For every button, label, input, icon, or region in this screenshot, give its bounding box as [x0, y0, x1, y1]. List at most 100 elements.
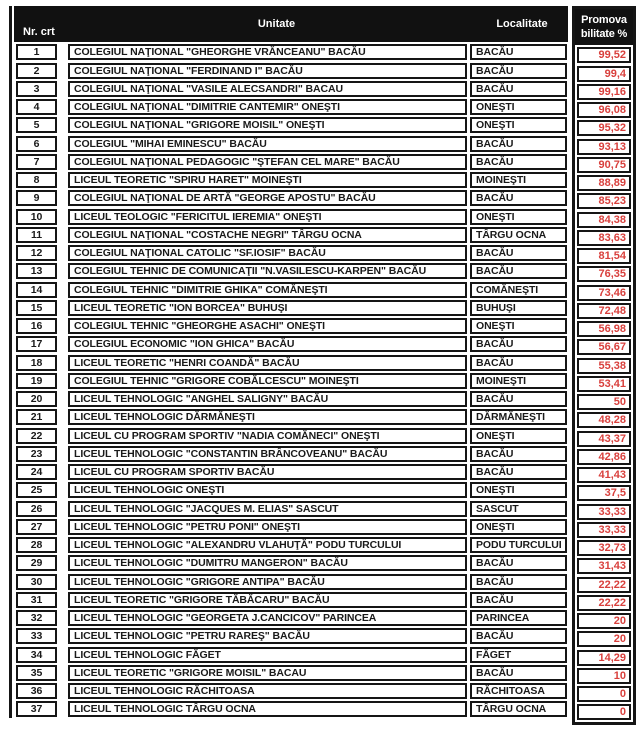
promovabilitate-cell: 0 [577, 704, 631, 721]
unitate-cell: LICEUL TEORETIC "GRIGORE TĂBĂCARU" BACĂU [68, 591, 467, 608]
row-number-cell: 26 [16, 500, 57, 517]
table-row: 10 LICEUL TEOLOGIC "FERICITUL IEREMIA" ON… [16, 208, 568, 225]
row-number-cell: 3 [16, 80, 57, 97]
table-outer-left-border [9, 6, 12, 718]
promovabilitate-cell: 20 [577, 613, 631, 629]
unitate-cell: COLEGIUL NAŢIONAL "DIMITRIE CANTEMIR" ON… [68, 99, 467, 115]
localitate-cell: MOINEŞTI [470, 372, 567, 389]
header-promovabilitate-line1: Promova [581, 13, 627, 26]
table-row: 5 COLEGIUL NAŢIONAL "GRIGORE MOISIL" ONEŞ… [16, 117, 568, 134]
promovabilitate-cell: 22,22 [577, 576, 631, 593]
unitate-cell: LICEUL TEHNOLOGIC "JACQUES M. ELIAS" SAS… [68, 500, 467, 517]
row-number-cell: 24 [16, 464, 57, 480]
unitate-cell: LICEUL CU PROGRAM SPORTIV "NADIA COMĂNEC… [68, 427, 467, 444]
table-row: 29 LICEUL TEHNOLOGIC "DUMITRU MANGERON" B… [16, 555, 568, 572]
row-number-cell: 29 [16, 555, 57, 572]
promovabilitate-cell: 81,54 [577, 248, 631, 264]
localitate-cell: PARINCEA [470, 610, 567, 626]
unitate-cell: LICEUL TEHNOLOGIC "PETRU PONI" ONEŞTI [68, 518, 467, 535]
localitate-cell: BACĂU [470, 336, 567, 353]
row-number-cell: 30 [16, 573, 57, 590]
table-row: 12 COLEGIUL NAŢIONAL CATOLIC "SF.IOSIF" B… [16, 245, 568, 261]
promovabilitate-cell: 32,73 [577, 540, 631, 556]
promovabilitate-cell: 90,75 [577, 156, 631, 173]
unitate-cell: COLEGIUL TEHNIC "GHEORGHE ASACHI" ONEŞTI [68, 318, 467, 334]
unitate-cell: LICEUL TEHNOLOGIC "GEORGETA J.CANCICOV" … [68, 610, 467, 626]
row-number-cell: 5 [16, 117, 57, 134]
unitate-cell: COLEGIUL NAŢIONAL "FERDINAND I" BACĂU [68, 62, 467, 79]
table-row: 22 LICEUL CU PROGRAM SPORTIV "NADIA COMĂN… [16, 427, 568, 444]
row-number-cell: 25 [16, 482, 57, 499]
promovabilitate-cell: 55,38 [577, 357, 631, 374]
unitate-cell: LICEUL TEOLOGIC "FERICITUL IEREMIA" ONEŞ… [68, 208, 467, 225]
header-unitate: Unitate [257, 18, 296, 30]
unitate-cell: LICEUL TEHNOLOGIC RĂCHITOASA [68, 683, 467, 699]
promovabilitate-cell: 84,38 [577, 211, 631, 228]
unitate-cell: COLEGIUL TEHNIC "DIMITRIE GHIKA" COMĂNEŞ… [68, 281, 467, 298]
promovabilitate-cell: 41,43 [577, 467, 631, 483]
table-row: 32 LICEUL TEHNOLOGIC "GEORGETA J.CANCICOV… [16, 610, 568, 626]
localitate-cell: ONEŞTI [470, 318, 567, 334]
promovabilitate-cell: 0 [577, 686, 631, 702]
promovabilitate-cell: 96,08 [577, 102, 631, 118]
row-number-cell: 28 [16, 537, 57, 553]
localitate-cell: BACĂU [470, 44, 567, 61]
row-number-cell: 13 [16, 263, 57, 280]
table-row: 6 COLEGIUL "MIHAI EMINESCU" BACĂU BACĂU [16, 135, 568, 152]
localitate-cell: BACĂU [470, 391, 567, 407]
table-row: 16 COLEGIUL TEHNIC "GHEORGHE ASACHI" ONEŞ… [16, 318, 568, 334]
unitate-cell: COLEGIUL NAŢIONAL PEDAGOGIC "ŞTEFAN CEL … [68, 153, 467, 170]
promovabilitate-cell: 99,4 [577, 65, 631, 82]
localitate-cell: BACĂU [470, 245, 567, 261]
localitate-cell: TÂRGU OCNA [470, 226, 567, 243]
table-row: 35 LICEUL TEORETIC "GRIGORE MOISIL" BACAU… [16, 664, 568, 681]
table-row: 30 LICEUL TEHNOLOGIC "GRIGORE ANTIPA" BAC… [16, 573, 568, 590]
row-number-cell: 33 [16, 628, 57, 645]
table-row: 8 LICEUL TEORETIC "SPIRU HARET" MOINEŞTI M… [16, 172, 568, 188]
row-number-cell: 37 [16, 701, 57, 718]
promovabilitate-cell: 42,86 [577, 448, 631, 465]
unitate-cell: COLEGIUL "MIHAI EMINESCU" BACĂU [68, 135, 467, 152]
row-number-cell: 4 [16, 99, 57, 115]
promovabilitate-cell: 95,32 [577, 120, 631, 137]
row-number-cell: 32 [16, 610, 57, 626]
unitate-cell: COLEGIUL NAŢIONAL "VASILE ALECSANDRI" BA… [68, 80, 467, 97]
unitate-cell: LICEUL CU PROGRAM SPORTIV BACĂU [68, 464, 467, 480]
localitate-cell: ONEŞTI [470, 482, 567, 499]
promovabilitate-cell: 53,41 [577, 375, 631, 392]
row-number-cell: 15 [16, 299, 57, 316]
unitate-cell: LICEUL TEHNOLOGIC "CONSTANTIN BRÂNCOVEAN… [68, 445, 467, 462]
table-row: 26 LICEUL TEHNOLOGIC "JACQUES M. ELIAS" S… [16, 500, 568, 517]
localitate-cell: BACĂU [470, 62, 567, 79]
unitate-cell: LICEUL TEORETIC "HENRI COANDĂ" BACĂU [68, 354, 467, 371]
table-row: 13 COLEGIUL TEHNIC DE COMUNICAŢII "N.VASI… [16, 263, 568, 280]
localitate-cell: BACĂU [470, 591, 567, 608]
table-row: 3 COLEGIUL NAŢIONAL "VASILE ALECSANDRI" B… [16, 80, 568, 97]
promovabilitate-cell: 56,67 [577, 339, 631, 356]
row-number-cell: 6 [16, 135, 57, 152]
row-number-cell: 23 [16, 445, 57, 462]
unitate-cell: LICEUL TEORETIC "SPIRU HARET" MOINEŞTI [68, 172, 467, 188]
promovabilitate-cell: 73,46 [577, 284, 631, 301]
unitate-cell: LICEUL TEHNOLOGIC "ALEXANDRU VLAHUŢĂ" PO… [68, 537, 467, 553]
table-row: 25 LICEUL TEHNOLOGIC ONEŞTI ONEŞTI [16, 482, 568, 499]
row-number-cell: 14 [16, 281, 57, 298]
table-row: 18 LICEUL TEORETIC "HENRI COANDĂ" BACĂU BA… [16, 354, 568, 371]
localitate-cell: COMĂNEŞTI [470, 281, 567, 298]
table-row: 2 COLEGIUL NAŢIONAL "FERDINAND I" BACĂU BA… [16, 62, 568, 79]
promovabilitate-cell: 43,37 [577, 430, 631, 447]
table-row: 34 LICEUL TEHNOLOGIC FĂGET FĂGET [16, 646, 568, 663]
table-body: 1 COLEGIUL NAŢIONAL "GHEORGHE VRĂNCEANU" … [14, 42, 568, 718]
table-row: 20 LICEUL TEHNOLOGIC "ANGHEL SALIGNY" BAC… [16, 391, 568, 407]
unitate-cell: LICEUL TEHNOLOGIC ONEŞTI [68, 482, 467, 499]
localitate-cell: BACĂU [470, 555, 567, 572]
promovabilitate-cell: 31,43 [577, 558, 631, 575]
localitate-cell: BACĂU [470, 354, 567, 371]
localitate-cell: SASCUT [470, 500, 567, 517]
promovabilitate-cell: 99,16 [577, 83, 631, 100]
table-row: 36 LICEUL TEHNOLOGIC RĂCHITOASA RĂCHITOASA [16, 683, 568, 699]
localitate-cell: BACĂU [470, 263, 567, 280]
unitate-cell: LICEUL TEHNOLOGIC "GRIGORE ANTIPA" BACĂU [68, 573, 467, 590]
localitate-cell: BACĂU [470, 135, 567, 152]
